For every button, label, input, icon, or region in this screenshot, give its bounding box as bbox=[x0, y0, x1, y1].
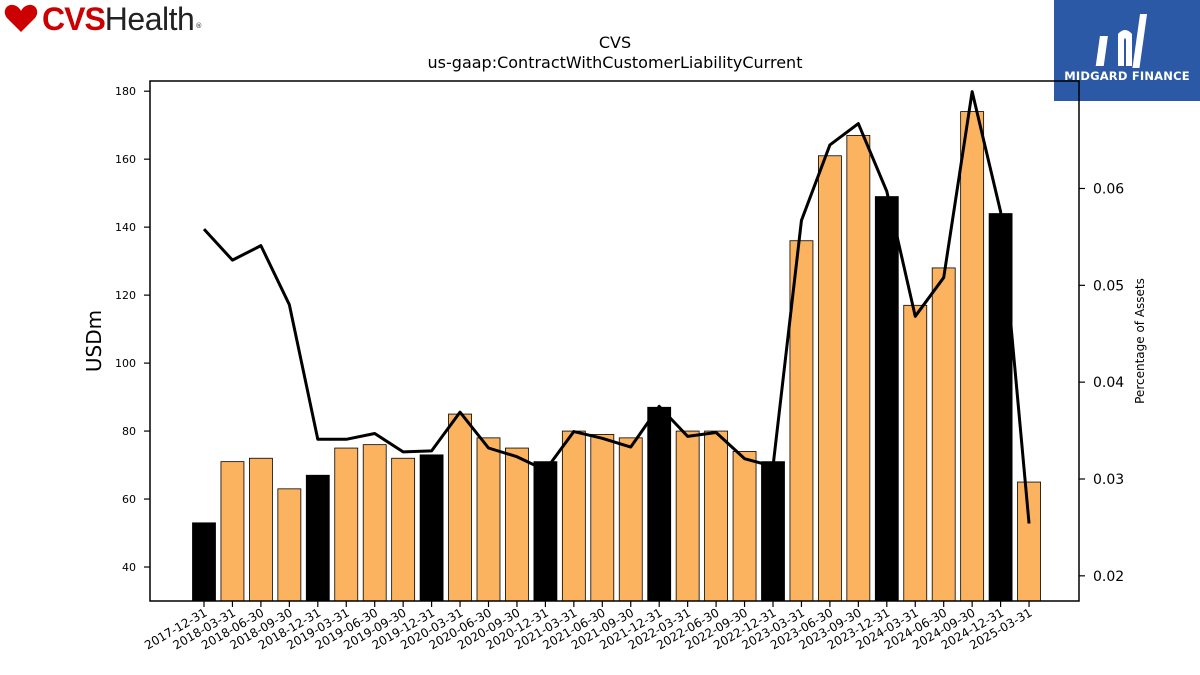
y2-tick-label: 0.02 bbox=[1093, 569, 1124, 585]
plot-frame bbox=[149, 80, 1080, 602]
y-tick-label: 160 bbox=[115, 153, 136, 166]
bar-2019-12-31 bbox=[419, 454, 444, 602]
midgard-finance-text: MIDGARD FINANCE bbox=[1064, 69, 1190, 83]
midgard-finance-watermark: MIDGARD FINANCE bbox=[1054, 0, 1200, 101]
bar-2024-06-30 bbox=[931, 267, 956, 602]
bar-2023-12-31 bbox=[874, 196, 899, 602]
chart-title: CVS bbox=[599, 33, 631, 52]
bar-2020-06-30 bbox=[476, 437, 501, 602]
percentage-line-series bbox=[202, 90, 1031, 524]
cvs-health-logo: CVS Health ® bbox=[4, 0, 203, 37]
bar-2019-09-30 bbox=[391, 457, 416, 602]
percentage-line bbox=[202, 90, 1031, 524]
y-tick-label: 140 bbox=[115, 221, 136, 234]
y-tick-label: 120 bbox=[115, 289, 136, 302]
bar-2020-12-31 bbox=[533, 461, 558, 602]
y2-axis-ticks: 0.02 0.03 0.04 0.05 0.06 bbox=[1079, 181, 1124, 585]
bar-2019-03-31 bbox=[334, 447, 359, 602]
bar-2023-06-30 bbox=[818, 155, 842, 602]
y-tick-label: 60 bbox=[122, 493, 136, 506]
y-axis-ticks: 40 60 80 100 120 140 160 180 bbox=[115, 85, 150, 574]
bar-series bbox=[192, 111, 1041, 602]
bar-2022-12-31 bbox=[761, 461, 785, 602]
midgard-logo-icon bbox=[1095, 14, 1148, 68]
bar-2021-06-30 bbox=[590, 434, 615, 602]
bar-2024-03-31 bbox=[903, 304, 928, 602]
bar-2022-09-30 bbox=[732, 451, 757, 602]
y-tick-label: 80 bbox=[122, 425, 136, 438]
x-axis-ticks: 2017-12-312018-03-312018-06-302018-09-30… bbox=[142, 601, 1035, 652]
bar-2018-03-31 bbox=[220, 461, 245, 602]
y2-axis-label: Percentage of Assets bbox=[1133, 278, 1147, 404]
y2-tick-label: 0.05 bbox=[1093, 278, 1124, 294]
bar-2021-03-31 bbox=[561, 430, 586, 602]
y2-tick-label: 0.06 bbox=[1093, 181, 1124, 197]
bar-2022-06-30 bbox=[704, 430, 728, 602]
y-tick-label: 180 bbox=[115, 85, 136, 98]
registered-mark: ® bbox=[195, 22, 203, 30]
bar-2018-12-31 bbox=[305, 474, 330, 602]
y-tick-label: 40 bbox=[122, 561, 136, 574]
bar-2024-09-30 bbox=[960, 111, 985, 602]
y2-tick-label: 0.04 bbox=[1093, 375, 1124, 391]
bar-2020-09-30 bbox=[505, 447, 529, 602]
bar-2025-03-31 bbox=[1017, 481, 1041, 602]
bar-2018-09-30 bbox=[277, 488, 302, 602]
y-axis-label: USDm bbox=[82, 310, 106, 372]
heart-icon bbox=[4, 4, 38, 33]
y2-tick-label: 0.03 bbox=[1093, 472, 1124, 488]
bar-2021-09-30 bbox=[618, 437, 643, 602]
brand-health-text: Health bbox=[104, 0, 195, 37]
brand-cvs-text: CVS bbox=[42, 0, 106, 37]
bar-2023-09-30 bbox=[846, 134, 871, 602]
bar-2021-12-31 bbox=[647, 406, 672, 602]
bar-2019-06-30 bbox=[362, 444, 387, 602]
bar-2024-12-31 bbox=[988, 213, 1013, 602]
bar-2020-03-31 bbox=[448, 413, 472, 602]
bar-2017-12-31 bbox=[192, 522, 216, 602]
bar-2022-03-31 bbox=[675, 430, 700, 602]
chart-subtitle: us-gaap:ContractWithCustomerLiabilityCur… bbox=[428, 53, 803, 72]
bar-2018-06-30 bbox=[248, 457, 273, 602]
y-tick-label: 100 bbox=[115, 357, 136, 370]
